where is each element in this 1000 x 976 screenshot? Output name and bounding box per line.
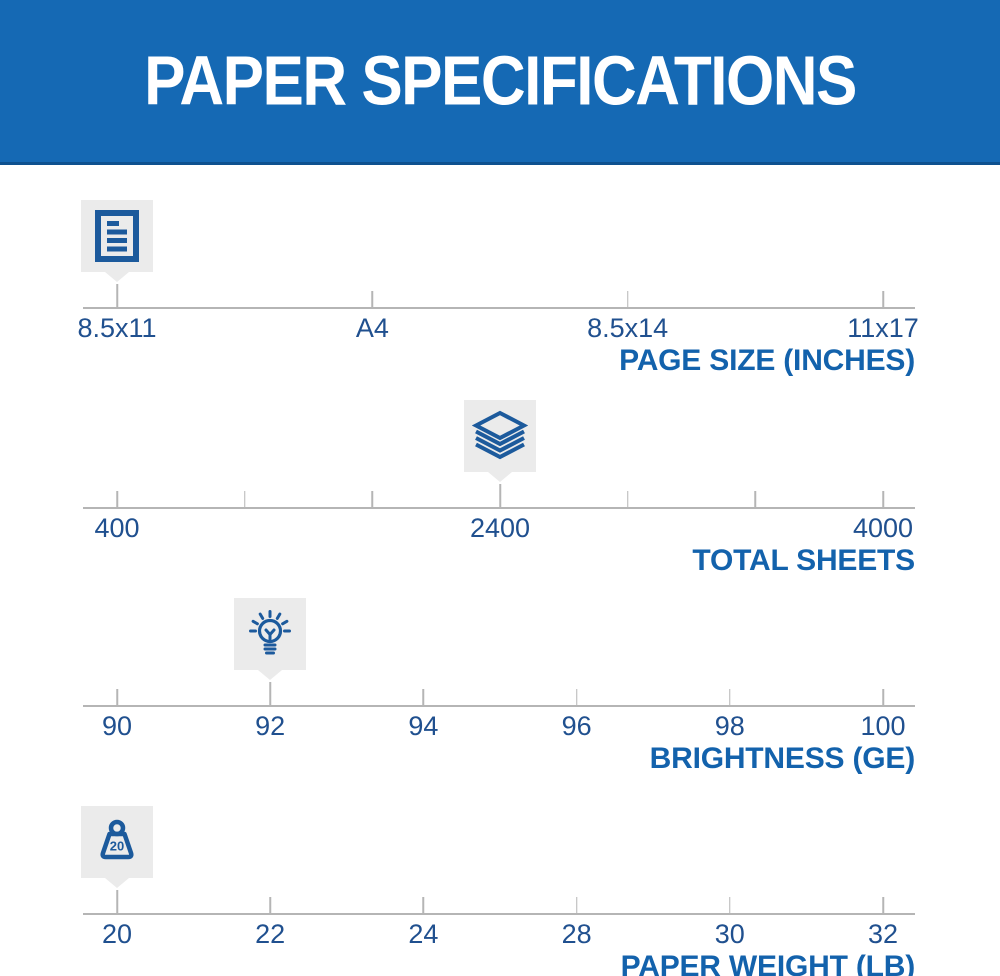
axis-tick-label: 24 bbox=[408, 919, 439, 949]
weight-icon-label: 20 bbox=[110, 839, 124, 854]
axis-tick bbox=[116, 491, 118, 507]
axis-tick bbox=[626, 491, 629, 507]
axis-tick-label: 11x17 bbox=[847, 313, 919, 343]
axis-tick-label: 30 bbox=[714, 919, 745, 949]
axis-tick-label: 8.5x11 bbox=[77, 313, 157, 343]
axis-title-page-size: PAGE SIZE (INCHES) bbox=[619, 344, 915, 377]
axis-tick-label: 90 bbox=[101, 711, 133, 741]
axis-line bbox=[83, 507, 915, 509]
lightbulb-icon bbox=[249, 610, 292, 655]
marker-badge-paper-weight: 20 bbox=[81, 806, 153, 888]
badge-notch bbox=[488, 472, 512, 482]
badge-notch bbox=[105, 878, 129, 888]
axis-tick-label: 100 bbox=[860, 711, 906, 741]
axis-tick bbox=[371, 491, 374, 507]
axis-tick bbox=[882, 491, 884, 507]
axis-tick bbox=[243, 491, 246, 507]
axis-tick-label: 98 bbox=[714, 711, 745, 741]
marker-tick bbox=[499, 484, 501, 507]
marker-badge-page-size bbox=[81, 200, 153, 282]
axis-tick-label: A4 bbox=[355, 313, 389, 343]
axis-tick-label: 20 bbox=[101, 919, 133, 949]
axis-tick-label: 2400 bbox=[469, 513, 531, 543]
axis-tick-label: 8.5x14 bbox=[587, 313, 669, 343]
axis-tick bbox=[882, 689, 884, 705]
axis-line bbox=[83, 307, 915, 309]
axis-tick-label: 94 bbox=[408, 711, 439, 741]
weight-icon: 20 bbox=[100, 819, 134, 860]
axis-tick bbox=[575, 689, 578, 705]
axis-tick bbox=[116, 689, 118, 705]
axis-tick-label: 400 bbox=[94, 513, 140, 543]
axis-tick-label: 28 bbox=[561, 919, 592, 949]
marker-tick bbox=[116, 890, 118, 913]
header-banner: PAPER SPECIFICATIONS bbox=[0, 0, 1000, 165]
axis-tick bbox=[575, 897, 578, 913]
axis-tick bbox=[422, 689, 425, 705]
axis-tick-label: 92 bbox=[255, 711, 286, 741]
axis-title-paper-weight: PAPER WEIGHT (LB) bbox=[620, 950, 916, 976]
document-icon bbox=[95, 210, 139, 262]
axis-tick bbox=[729, 897, 731, 913]
axis-tick-label: 96 bbox=[561, 711, 592, 741]
axis-tick-label: 32 bbox=[867, 919, 899, 949]
marker-tick bbox=[116, 284, 118, 307]
axis-tick bbox=[729, 689, 731, 705]
page-title: PAPER SPECIFICATIONS bbox=[144, 42, 857, 120]
axis-tick-label: 22 bbox=[255, 919, 286, 949]
axis-line bbox=[83, 913, 915, 915]
marker-badge-brightness bbox=[234, 598, 307, 680]
axis-title-total-sheets: TOTAL SHEETS bbox=[692, 544, 915, 577]
badge-notch bbox=[105, 272, 129, 282]
axis-tick bbox=[754, 491, 757, 507]
axis-tick bbox=[269, 897, 271, 913]
axis-tick-label: 4000 bbox=[852, 513, 914, 543]
axis-tick bbox=[371, 291, 374, 307]
axis-line bbox=[83, 705, 915, 707]
axis-tick bbox=[882, 291, 884, 307]
axis-tick bbox=[626, 291, 629, 307]
axis-title-brightness: BRIGHTNESS (GE) bbox=[649, 742, 916, 775]
paper-stack-icon bbox=[472, 410, 528, 460]
axis-tick bbox=[422, 897, 425, 913]
badge-notch bbox=[258, 670, 283, 680]
marker-badge-total-sheets bbox=[464, 400, 536, 482]
axis-tick bbox=[882, 897, 884, 913]
marker-tick bbox=[269, 682, 271, 705]
